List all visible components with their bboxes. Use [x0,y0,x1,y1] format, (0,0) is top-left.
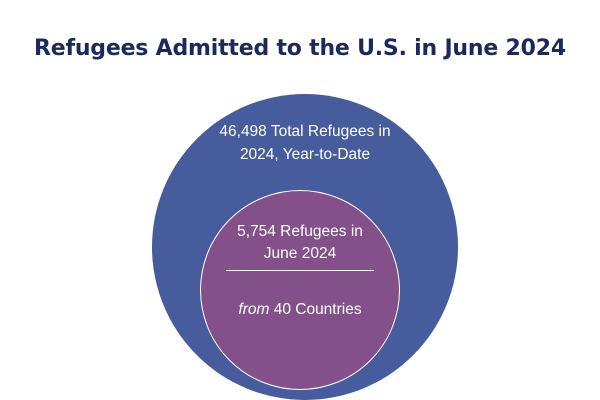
countries-count: 40 Countries [273,301,362,318]
june-label: 5,754 Refugees in June 2024 [201,221,399,265]
from-word: from [238,301,270,318]
year-to-date-line-2: 2024, Year-to-Date [239,146,371,163]
june-line-1: 5,754 Refugees in [237,223,363,240]
year-to-date-label: 46,498 Total Refugees in 2024, Year-to-D… [170,120,440,166]
june-line-2: June 2024 [263,245,337,262]
year-to-date-line-1: 46,498 Total Refugees in [219,123,391,140]
countries-label: from 40 Countries [201,299,399,321]
june-circle: 5,754 Refugees in June 2024 from 40 Coun… [200,190,400,390]
page-title: Refugees Admitted to the U.S. in June 20… [34,36,566,61]
divider-line [226,270,374,271]
